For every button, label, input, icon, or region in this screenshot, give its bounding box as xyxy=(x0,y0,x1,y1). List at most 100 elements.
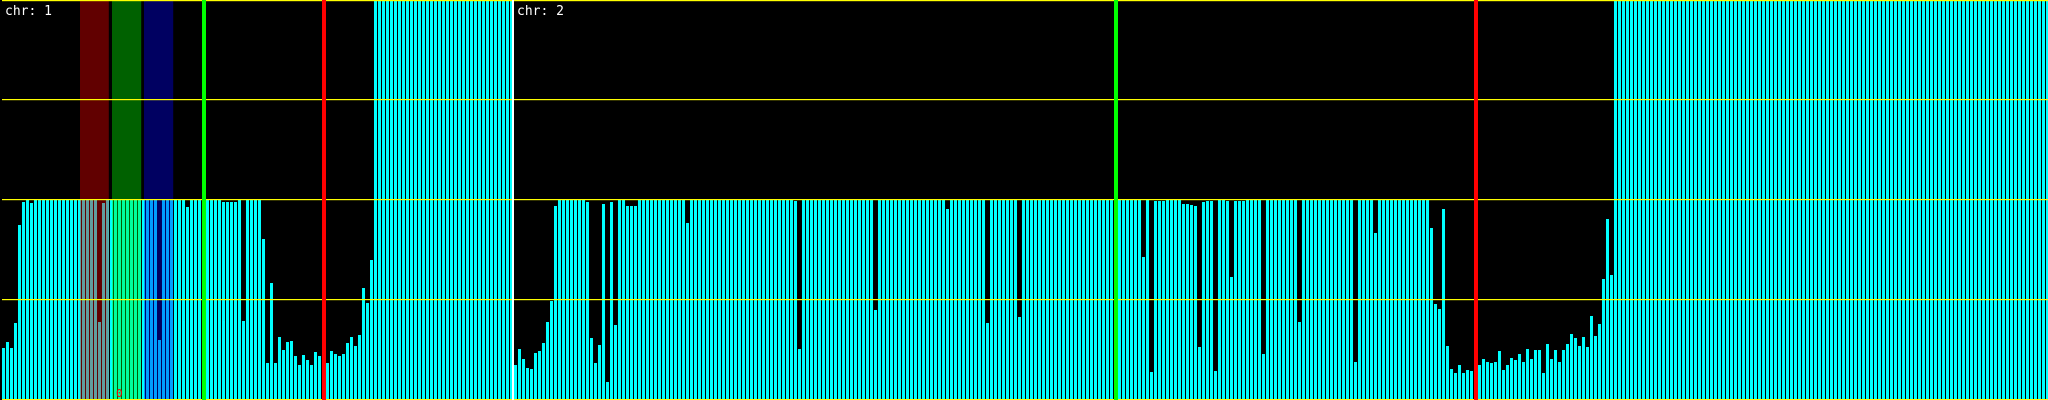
bar xyxy=(794,201,797,400)
bar xyxy=(1526,349,1529,400)
annotation-label: 0 xyxy=(116,387,123,400)
bar xyxy=(538,351,541,400)
bar xyxy=(1498,351,1501,400)
bar xyxy=(1502,370,1505,400)
bar xyxy=(358,335,361,400)
gridline xyxy=(0,99,2048,101)
bar xyxy=(1458,365,1461,400)
bar xyxy=(262,239,265,400)
marker-line xyxy=(202,0,206,400)
bar xyxy=(326,363,329,400)
left-border xyxy=(0,0,2,400)
bar xyxy=(1198,347,1201,400)
gridline xyxy=(0,299,2048,301)
bar xyxy=(550,301,553,400)
bar xyxy=(1162,201,1165,400)
bar xyxy=(282,350,285,400)
bar xyxy=(1182,204,1185,400)
bar xyxy=(1518,354,1521,400)
bar xyxy=(1442,209,1445,400)
bar xyxy=(22,202,25,400)
bar xyxy=(1242,201,1245,400)
bar xyxy=(6,342,9,400)
bar xyxy=(1018,317,1021,400)
bar xyxy=(158,340,161,400)
bar xyxy=(1606,219,1609,400)
bar xyxy=(30,203,33,400)
bar xyxy=(294,356,297,400)
bar xyxy=(542,343,545,400)
bar xyxy=(626,206,629,400)
bar xyxy=(530,369,533,400)
bar xyxy=(1578,346,1581,400)
bar xyxy=(1546,344,1549,400)
bar xyxy=(270,283,273,400)
bar xyxy=(594,363,597,400)
bar xyxy=(186,207,189,400)
marker-line xyxy=(1114,0,1118,400)
bar xyxy=(1206,201,1209,400)
bar xyxy=(1610,275,1613,400)
bar xyxy=(1454,373,1457,400)
bar xyxy=(986,323,989,400)
bar xyxy=(342,354,345,400)
markers-layer xyxy=(202,0,1478,400)
bar xyxy=(286,342,289,400)
bar xyxy=(1550,359,1553,400)
bar xyxy=(1586,347,1589,400)
bar xyxy=(798,349,801,400)
bar xyxy=(1374,233,1377,400)
bar xyxy=(1534,350,1537,400)
bar xyxy=(1186,204,1189,400)
bar xyxy=(14,323,17,400)
bar xyxy=(1298,322,1301,400)
bar xyxy=(1542,373,1545,400)
bar xyxy=(370,260,373,400)
panel-label-chr1: chr: 1 xyxy=(5,4,52,19)
bar xyxy=(318,356,321,400)
chromosome-separator xyxy=(512,0,514,400)
bar xyxy=(2,348,5,400)
bar xyxy=(606,382,609,400)
panel-label-chr2: chr: 2 xyxy=(517,4,564,19)
bar xyxy=(346,343,349,400)
bar xyxy=(518,349,521,400)
bar xyxy=(1562,350,1565,400)
bar xyxy=(222,202,225,400)
bar xyxy=(266,363,269,400)
bar xyxy=(298,365,301,400)
bar xyxy=(534,353,537,400)
bar xyxy=(1594,336,1597,400)
bar xyxy=(1446,346,1449,400)
bar xyxy=(1194,206,1197,400)
bar xyxy=(554,206,557,400)
gridline xyxy=(0,199,2048,201)
bar xyxy=(1230,277,1233,400)
bar xyxy=(1142,257,1145,400)
bar xyxy=(634,206,637,400)
bar xyxy=(98,322,101,400)
bar xyxy=(1234,201,1237,400)
bar xyxy=(1430,228,1433,400)
bar xyxy=(362,288,365,400)
bar xyxy=(234,202,237,400)
bar xyxy=(946,209,949,400)
bar xyxy=(366,303,369,400)
bar xyxy=(874,310,877,400)
bar xyxy=(586,202,589,400)
bar xyxy=(1158,201,1161,400)
bar xyxy=(1354,362,1357,400)
bar xyxy=(1582,337,1585,400)
bar xyxy=(514,365,517,400)
bar xyxy=(10,348,13,400)
bar xyxy=(350,337,353,400)
bar xyxy=(314,352,317,400)
bar xyxy=(1574,338,1577,400)
bar xyxy=(1486,362,1489,400)
bar xyxy=(1494,362,1497,400)
marker-line xyxy=(1474,0,1478,400)
gridline xyxy=(0,0,2048,2)
bar xyxy=(1506,365,1509,400)
bar xyxy=(602,204,605,400)
